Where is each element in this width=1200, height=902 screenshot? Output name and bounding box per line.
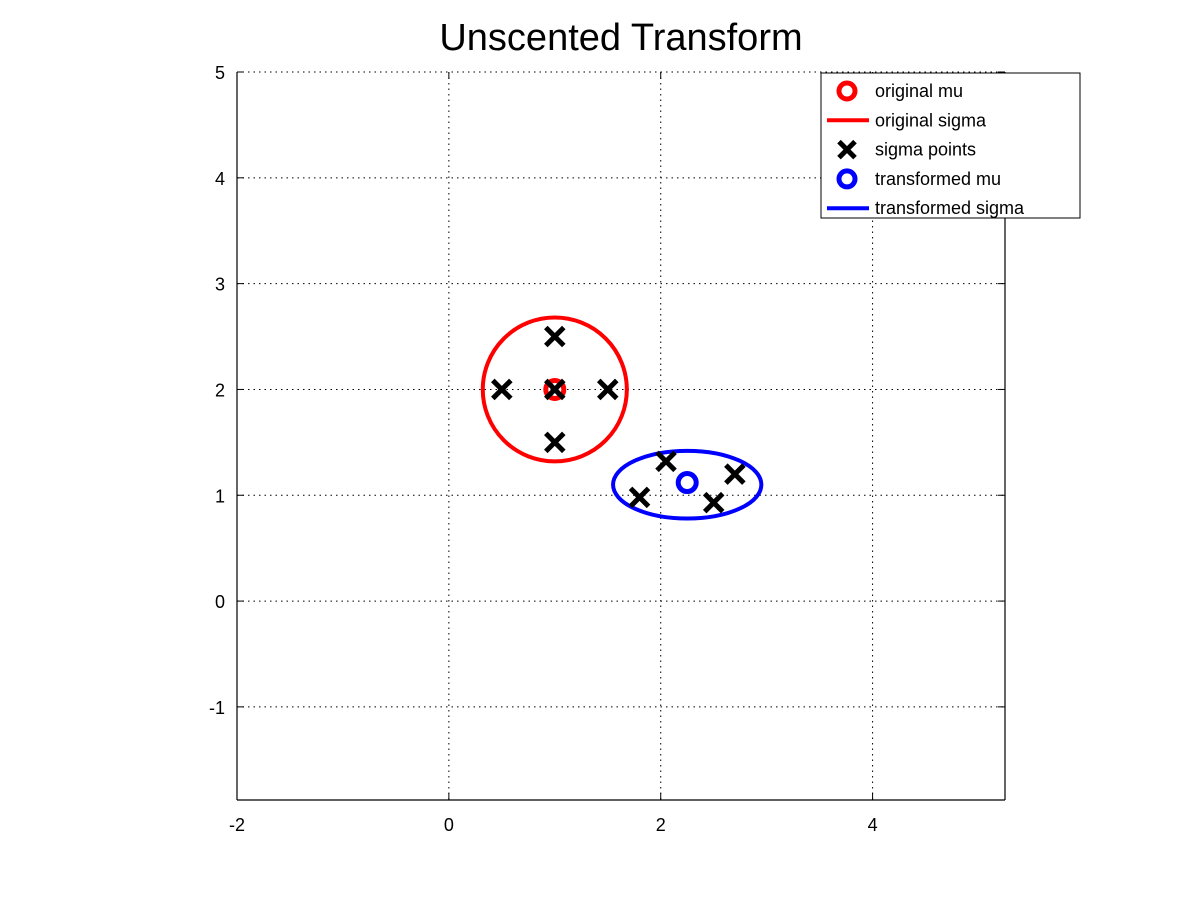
legend-circle-icon xyxy=(836,80,858,102)
original-sigma-ellipse xyxy=(480,315,629,464)
x-tick-label: 4 xyxy=(868,815,878,835)
sigma-point-marker xyxy=(544,325,566,348)
transformed-sigma-ellipse xyxy=(611,448,764,521)
sigma-point-marker xyxy=(724,463,746,485)
sigma-point-marker xyxy=(596,378,619,401)
sigma-point-marker xyxy=(628,486,651,509)
y-tick-label: 0 xyxy=(215,592,225,612)
sigma-point-marker xyxy=(544,431,566,454)
grid xyxy=(237,71,1005,800)
axes: -2 0 2 4 -1 0 1 2 3 4 5 xyxy=(209,63,1006,835)
legend-entry: transformed sigma xyxy=(827,198,1025,218)
y-tick-label: 1 xyxy=(215,486,225,506)
legend-label: original mu xyxy=(875,81,963,101)
legend-label: original sigma xyxy=(875,110,987,130)
x-tick-label: 2 xyxy=(656,815,666,835)
legend: original mu original sigma sigma points tra… xyxy=(820,72,1081,219)
legend-label: transformed mu xyxy=(875,169,1001,189)
original-mu-marker xyxy=(543,377,567,401)
sigma-point-marker xyxy=(544,378,566,401)
y-tick-label: 5 xyxy=(215,63,225,83)
plot-area xyxy=(480,315,764,521)
y-tick-label: 3 xyxy=(215,275,225,295)
x-tick-label: 0 xyxy=(444,815,454,835)
legend-entry: transformed mu xyxy=(836,168,1001,190)
legend-entry: original mu xyxy=(836,80,963,102)
legend-x-icon xyxy=(837,139,857,160)
y-tick-label: 4 xyxy=(215,169,225,189)
legend-box xyxy=(820,72,1081,219)
transformed-mu-marker xyxy=(675,471,699,495)
legend-entry: sigma points xyxy=(837,139,976,160)
legend-label: transformed sigma xyxy=(875,198,1025,218)
chart-title: Unscented Transform xyxy=(439,17,802,59)
legend-entry: original sigma xyxy=(827,110,987,130)
sigma-point-marker xyxy=(702,491,725,514)
sigma-point-marker xyxy=(655,450,677,473)
legend-label: sigma points xyxy=(875,140,976,160)
y-tick-label: 2 xyxy=(215,380,225,400)
legend-circle-icon xyxy=(836,168,858,190)
sigma-point-marker xyxy=(491,378,513,401)
x-tick-label: -2 xyxy=(229,815,245,835)
y-tick-label: -1 xyxy=(209,698,225,718)
